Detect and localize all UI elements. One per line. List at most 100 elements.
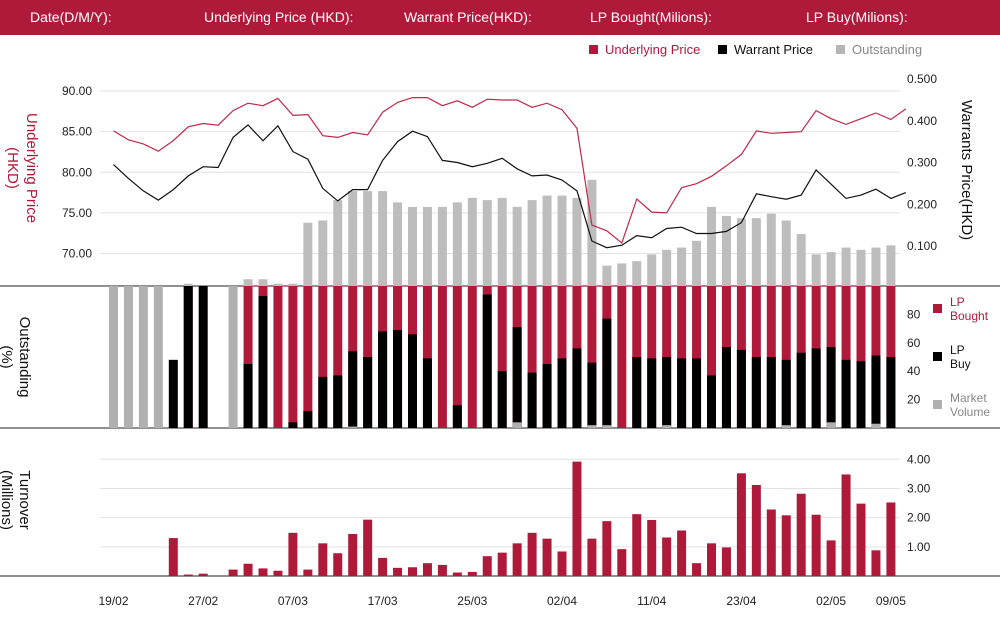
right-tick-label: 0.200 — [907, 197, 937, 211]
lp-buy-bar — [393, 330, 403, 428]
turnover-bar — [617, 549, 627, 576]
left-axis-title-turnover: Turnover — [16, 470, 33, 529]
outstanding-bar — [721, 215, 731, 286]
outstanding-bar — [886, 245, 896, 286]
lp-buy-bar — [647, 358, 657, 428]
lp-bought-bar — [288, 286, 298, 428]
market-volume-bar — [826, 422, 836, 428]
outstanding-bar — [796, 234, 806, 286]
outstanding-bar — [751, 218, 761, 286]
x-tick-label: 25/03 — [457, 594, 487, 608]
lp-buy-bar — [557, 358, 567, 428]
outstanding-bar — [602, 265, 612, 286]
lp-buy-bar — [497, 371, 507, 428]
market-volume-bar — [871, 423, 881, 428]
lp-bought-bar — [841, 286, 851, 428]
lp-bought-bar — [647, 286, 657, 428]
turnover-bar — [557, 551, 567, 576]
legend-lp-bought-swatch — [933, 304, 942, 313]
turnover-bar — [393, 567, 403, 576]
left-tick-label: 90.00 — [62, 84, 92, 98]
turnover-bar — [692, 563, 702, 576]
lp-buy-bar — [707, 375, 716, 428]
legend-market-volume-swatch — [933, 400, 942, 409]
lp-bought-bar — [497, 286, 507, 428]
turnover-bar — [871, 550, 881, 576]
outstanding-bar — [348, 191, 358, 286]
turnover-bar — [632, 514, 642, 576]
lp-buy-bar — [751, 357, 761, 428]
left-axis-title-underlying-unit: (HKD) — [4, 147, 21, 189]
turnover-bar — [677, 530, 687, 576]
legend-warrant-swatch — [718, 45, 727, 54]
turnover-bar — [452, 572, 462, 576]
turnover-bar — [258, 568, 268, 576]
outstanding-bar — [437, 206, 447, 286]
turnover-bar — [736, 473, 746, 576]
lp-buy-bar — [587, 362, 597, 428]
middle-tick-label: 40 — [907, 364, 921, 378]
turnover-bar — [512, 543, 522, 576]
right-tick-label: 0.400 — [907, 114, 937, 128]
warrant-chart: 90.00 85.00 80.00 75.00 70.00 0.500 0.400 0.300… — [0, 42, 1000, 608]
lp-bought-bar — [527, 286, 537, 428]
x-tick-label: 23/04 — [726, 594, 756, 608]
lp-bought-bar — [677, 286, 687, 428]
outstanding-bar — [273, 283, 283, 286]
outstanding-bar — [811, 254, 821, 286]
lp-buy-bar — [168, 359, 178, 428]
date-label: Date(D/M/Y): — [30, 9, 112, 25]
outstanding-bar — [587, 179, 597, 286]
lp-buy-bar — [527, 372, 537, 428]
lp-buy-bar — [602, 318, 612, 428]
x-tick-label: 27/02 — [188, 594, 218, 608]
outstanding-bar — [288, 283, 298, 286]
turnover-bar — [826, 540, 836, 576]
outstanding-bar — [707, 206, 716, 286]
lp-bought-bar — [467, 286, 477, 428]
turnover-bar — [348, 533, 358, 576]
lp-buy-bar — [258, 295, 268, 428]
turnover-bar — [363, 519, 373, 576]
turnover-bar — [482, 556, 492, 576]
lp-bought-bar — [437, 286, 447, 428]
turnover-bar — [228, 569, 238, 576]
x-tick-label: 09/05 — [876, 594, 906, 608]
lp-buy-bar — [736, 349, 746, 428]
lp-bought-bar — [273, 286, 283, 428]
lp-buy-bar — [632, 357, 642, 428]
turnover-bar — [467, 571, 477, 576]
lp-buy-bar — [871, 355, 881, 428]
turnover-bar — [751, 484, 761, 576]
lp-bought-label: LP Bought(Milions): — [590, 9, 712, 25]
market-volume-bar — [587, 425, 597, 428]
outstanding-bar — [557, 195, 567, 286]
market-volume-bar — [781, 425, 791, 428]
underlying-price-line — [113, 97, 907, 245]
left-axis-title-outstanding: Outstanding — [16, 317, 33, 398]
x-tick-label: 07/03 — [278, 594, 308, 608]
lp-bought-bar — [557, 286, 567, 428]
lp-bought-bar — [856, 286, 866, 428]
turnover-bar — [721, 547, 731, 576]
left-axis-title-turnover-unit: (Millions) — [0, 470, 15, 530]
right-tick-label: 0.100 — [907, 239, 937, 253]
legend-lp-buy-line2: Buy — [950, 357, 971, 371]
lp-buy-bar — [318, 376, 328, 428]
market-volume-bar — [109, 286, 118, 428]
outstanding-bar — [452, 202, 462, 286]
underlying-price-label: Underlying Price (HKD): — [204, 9, 354, 25]
lp-buy-bar — [766, 357, 776, 428]
turnover-bar — [273, 570, 283, 576]
lp-buy-bar — [408, 334, 417, 428]
outstanding-bar — [781, 220, 791, 286]
outstanding-bar — [318, 220, 328, 286]
lp-buy-bar — [572, 348, 582, 428]
bottom-tick-label: 3.00 — [907, 481, 931, 495]
market-volume-bar — [602, 425, 612, 428]
turnover-bar — [886, 502, 896, 576]
lp-buy-bar — [677, 358, 687, 428]
lp-bought-bar — [318, 286, 328, 428]
turnover-bar — [766, 509, 776, 576]
turnover-bar — [437, 564, 447, 576]
